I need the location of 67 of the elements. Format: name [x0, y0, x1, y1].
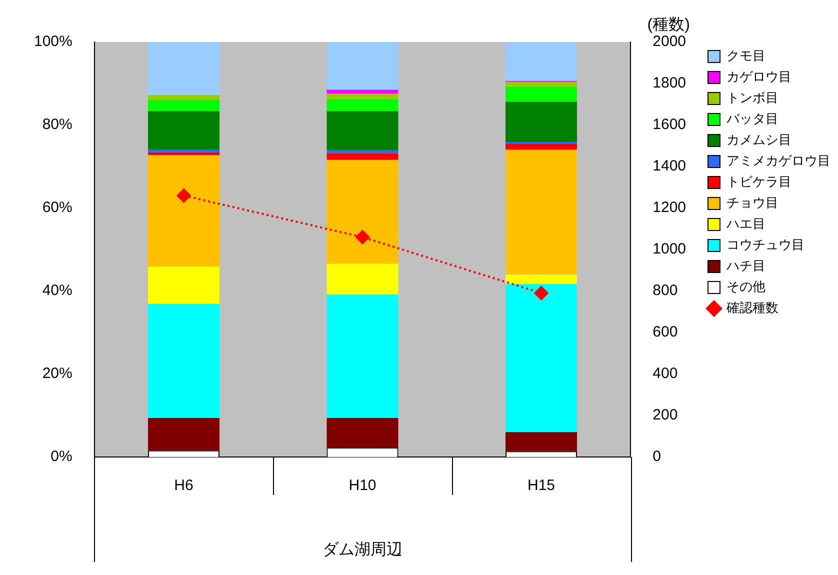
bar — [148, 95, 220, 100]
legend-label: コウチュウ目 — [726, 237, 804, 252]
bar — [326, 160, 398, 264]
bar — [148, 418, 220, 450]
bar — [506, 432, 578, 452]
bar — [148, 304, 220, 418]
bar — [326, 99, 398, 112]
bar — [148, 152, 220, 156]
legend-label: 確認種数 — [726, 300, 778, 316]
y2-tick-label: 400 — [652, 365, 678, 382]
y2-tick-label: 1600 — [652, 116, 686, 134]
bar — [326, 264, 398, 294]
bar — [148, 111, 220, 150]
legend-label: カゲロウ目 — [726, 69, 792, 84]
legend-label: カメムシ目 — [726, 132, 792, 148]
y2-tick-label: 2000 — [652, 33, 686, 50]
bar — [326, 153, 398, 160]
point — [356, 230, 370, 244]
bar — [326, 90, 398, 94]
legend-label: チョウ目 — [726, 195, 778, 210]
y-tick-label: 0% — [50, 448, 72, 466]
bar — [506, 284, 578, 432]
bar — [326, 111, 398, 150]
bar — [148, 149, 220, 152]
x-tick-label: H6 — [174, 477, 194, 494]
y2-tick-label: 1000 — [652, 240, 686, 258]
bar — [326, 294, 398, 418]
y2-tick-label: 0 — [652, 448, 661, 466]
legend-label: クモ目 — [726, 48, 766, 64]
legend-label: ハエ目 — [726, 216, 766, 232]
x-tick-label: H15 — [527, 477, 556, 494]
y-tick-label: 80% — [42, 116, 72, 134]
bar — [506, 102, 578, 142]
bar — [506, 149, 578, 274]
legend-label: トンボ目 — [726, 90, 778, 106]
legend-label: その他 — [726, 279, 766, 294]
legend-label: アミメカゲロウ目 — [726, 153, 830, 168]
y-tick-label: 20% — [42, 365, 72, 382]
bar — [506, 86, 578, 102]
legend-label: ハチ目 — [726, 258, 766, 274]
y2-tick-label: 1400 — [652, 158, 686, 175]
legend-label: バッタ目 — [726, 111, 778, 126]
bar — [326, 418, 398, 448]
point — [534, 286, 548, 300]
bar — [326, 93, 398, 100]
y-tick-label: 100% — [34, 33, 72, 50]
bar — [506, 144, 578, 150]
y2-tick-label: 1800 — [652, 74, 686, 92]
y-tick-label: 60% — [42, 199, 72, 216]
bar — [506, 274, 578, 284]
legend-label: トビケラ目 — [726, 174, 792, 190]
bar — [326, 42, 398, 90]
point — [176, 188, 191, 203]
y2-tick-label: 800 — [652, 282, 678, 300]
bar — [148, 266, 220, 304]
x-tick-label: H10 — [348, 477, 376, 494]
y-tick-label: 40% — [42, 282, 72, 300]
bar — [506, 82, 578, 87]
bar — [506, 42, 578, 82]
bar — [148, 155, 220, 267]
y2-axis-title: (種数) — [647, 16, 690, 34]
bar — [148, 42, 220, 96]
y2-tick-label: 200 — [652, 406, 678, 424]
y2-tick-label: 600 — [652, 324, 678, 341]
bar — [148, 100, 220, 112]
y2-tick-label: 1200 — [652, 199, 686, 216]
x-axis-title: ダム湖周辺 — [322, 540, 402, 558]
